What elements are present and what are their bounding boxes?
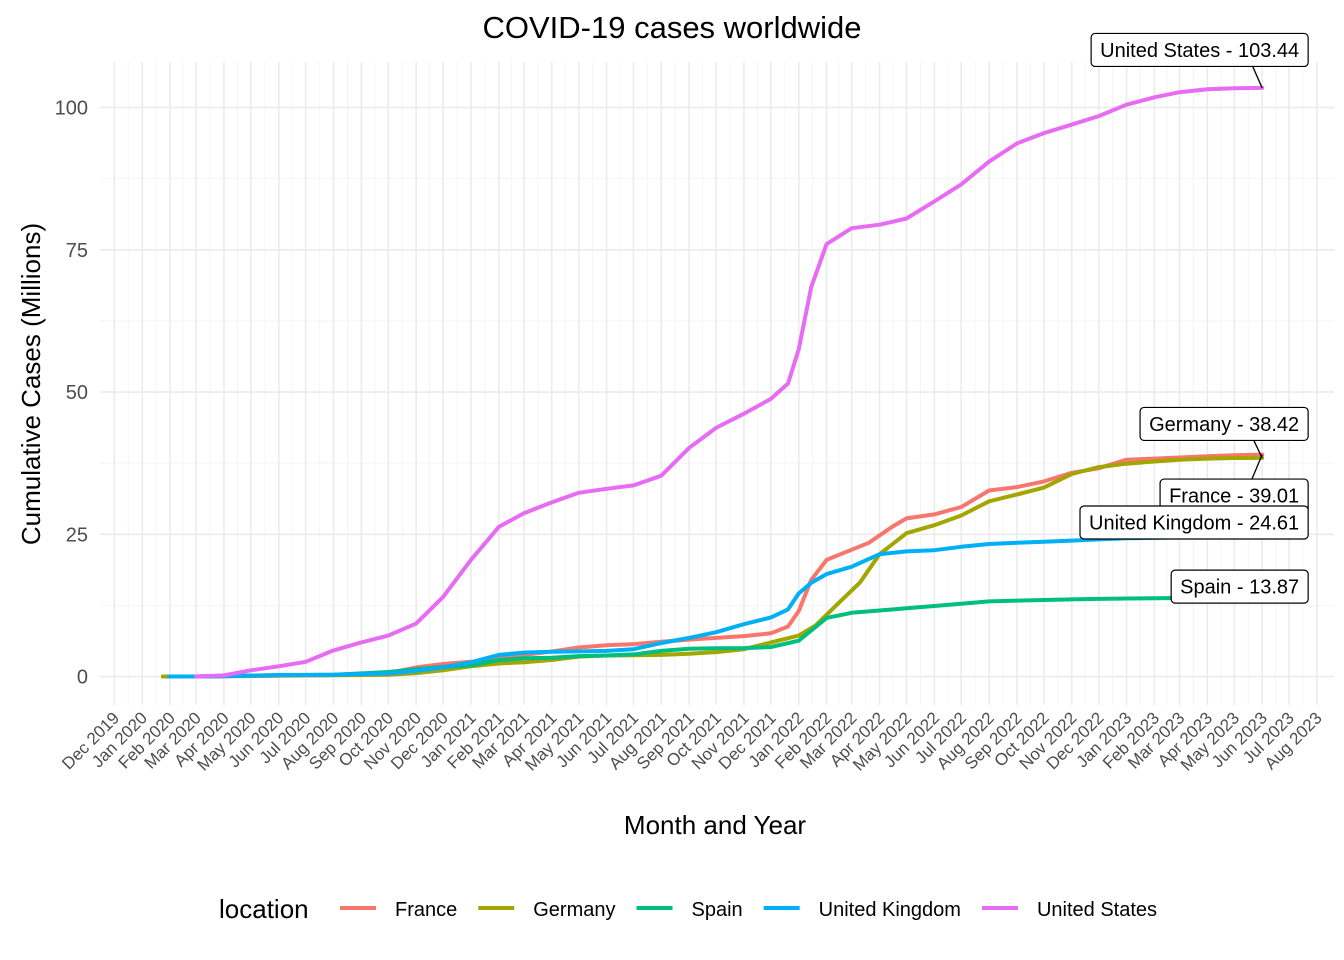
end-label-france: France - 39.01 (1159, 454, 1309, 513)
end-label-box (1090, 32, 1309, 68)
legend-title: location (219, 894, 309, 924)
end-label-text: France - 39.01 (1169, 486, 1299, 508)
y-axis-label: Cumulative Cases (Millions) (16, 223, 46, 545)
end-labels: France - 39.01 Germany - 38.42 Spain - 13.… (1079, 32, 1309, 604)
end-label-united-kingdom: United Kingdom - 24.61 (1079, 505, 1309, 540)
end-label-box (1079, 505, 1309, 540)
series-line-united-states (194, 85, 1265, 679)
end-label-text: United States - 103.44 (1100, 40, 1299, 62)
legend-label: France (395, 899, 457, 921)
legend-item-spain: Spain (636, 899, 743, 921)
y-tick-label: 50 (66, 382, 88, 404)
legend-item-united-kingdom: United Kingdom (763, 899, 961, 921)
minor-gridlines (100, 62, 1334, 705)
end-label-text: Germany - 38.42 (1149, 414, 1299, 436)
legend: location France Germany Spain United Kingdo… (219, 894, 1157, 924)
end-label-text: Spain - 13.87 (1180, 577, 1299, 599)
chart-title: COVID-19 cases worldwide (482, 10, 862, 45)
y-axis-ticks: 0 25 50 75 100 (55, 98, 88, 689)
end-label-spain: Spain - 13.87 (1170, 569, 1309, 604)
y-tick-label: 0 (77, 667, 88, 689)
y-tick-label: 100 (55, 98, 88, 120)
legend-item-france: France (340, 899, 457, 921)
end-label-box (1139, 406, 1309, 442)
legend-label: Germany (533, 899, 615, 921)
end-label-text: United Kingdom - 24.61 (1089, 513, 1299, 535)
end-label-box (1170, 569, 1309, 604)
series-line-germany (160, 455, 1265, 679)
legend-label: United States (1037, 899, 1157, 921)
legend-label: Spain (692, 899, 743, 921)
y-tick-label: 25 (66, 524, 88, 546)
legend-label: United Kingdom (819, 899, 961, 921)
legend-item-germany: Germany (478, 899, 616, 921)
end-label-germany: Germany - 38.42 (1139, 406, 1309, 459)
end-label-united-states: United States - 103.44 (1090, 32, 1309, 89)
y-tick-label: 75 (66, 240, 88, 262)
x-axis-label: Month and Year (624, 810, 806, 840)
series-line-united-kingdom (167, 534, 1265, 679)
series-lines (160, 85, 1265, 679)
major-gridlines (100, 62, 1334, 705)
series-line-france (160, 452, 1265, 679)
legend-item-united-states: United States (981, 899, 1157, 921)
